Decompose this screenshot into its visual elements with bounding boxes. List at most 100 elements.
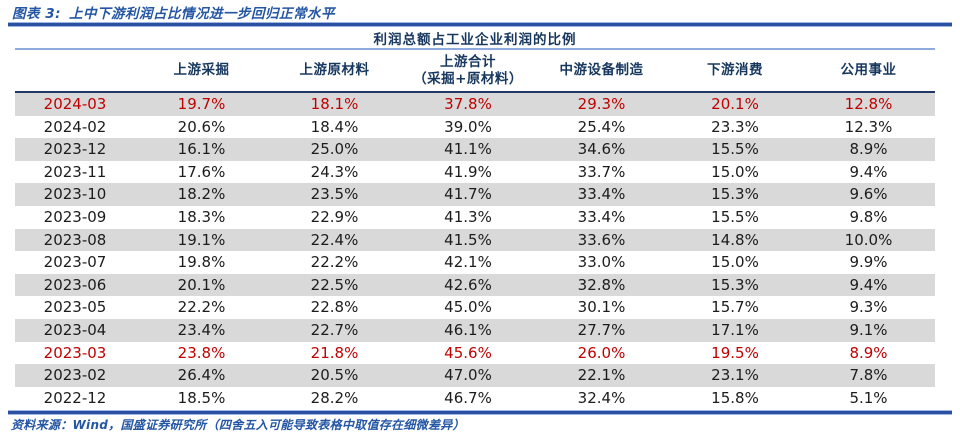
value-cell: 24.3%: [310, 162, 359, 181]
value-cell: 23.1%: [668, 364, 802, 387]
value-cell: 9.6%: [802, 183, 935, 206]
value-cell: 25.4%: [577, 117, 626, 136]
value-cell: 12.8%: [802, 92, 935, 116]
value-cell: 28.2%: [310, 388, 359, 407]
column-header-sublabel: （采掘+原材料）: [413, 70, 523, 87]
value-cell: 32.8%: [535, 273, 668, 297]
top-rule: [8, 23, 952, 26]
value-cell: 42.1%: [444, 253, 492, 272]
value-cell: 18.2%: [135, 183, 268, 206]
value-cell: 19.5%: [711, 343, 759, 362]
table-row: 2023-02 26.4% 20.5% 47.0% 22.1% 23.1% 7.8%: [15, 364, 935, 387]
value-cell: 23.4%: [135, 318, 268, 342]
figure-tag: 图表 3:: [12, 6, 61, 22]
column-header-upstream-mining: 上游采掘: [135, 49, 268, 93]
value-cell: 23.5%: [268, 183, 401, 206]
date-cell: 2023-09: [43, 207, 107, 226]
value-cell: 41.9%: [444, 162, 492, 181]
value-cell: 17.1%: [668, 318, 802, 342]
value-cell: 9.3%: [849, 298, 888, 317]
value-cell: 45.0%: [444, 298, 492, 317]
value-cell: 46.1%: [401, 318, 535, 342]
value-cell: 20.1%: [668, 92, 802, 116]
table-row: 2023-08 19.1% 22.4% 41.5% 33.6% 14.8% 10.0%: [15, 228, 935, 252]
figure-title-text: 上中下游利润占比情况进一步回归正常水平: [69, 6, 335, 22]
value-cell: 41.7%: [401, 183, 535, 206]
date-cell: 2023-05: [43, 298, 107, 317]
value-cell: 42.6%: [401, 273, 535, 297]
value-cell: 19.8%: [177, 253, 226, 272]
table-body: 2024-03 19.7% 18.1% 37.8% 29.3% 20.1% 12.8% 202…: [15, 92, 935, 409]
value-cell: 37.8%: [401, 92, 535, 116]
column-header-row: 上游采掘 上游原材料 上游合计 （采掘+原材料） 中游设备制造 下游消费 公用事…: [15, 49, 935, 93]
column-header-label: 上游采掘: [173, 62, 230, 79]
date-cell: 2023-04: [15, 318, 135, 342]
value-cell: 15.7%: [711, 298, 759, 317]
span-header-row: 利润总额占工业企业利润的比例: [15, 28, 935, 50]
value-cell: 9.8%: [849, 207, 888, 226]
value-cell: 39.0%: [444, 117, 492, 136]
value-cell: 19.7%: [135, 92, 268, 116]
column-header-upstream-total: 上游合计 （采掘+原材料）: [401, 49, 535, 93]
column-header-midstream-equipment: 中游设备制造: [535, 49, 668, 93]
value-cell: 29.3%: [535, 92, 668, 116]
value-cell: 15.0%: [711, 162, 759, 181]
value-cell: 12.3%: [844, 117, 893, 136]
source-note: 资料来源：Wind，国盛证券研究所（四舍五入可能导致表格中取值存在细微差异）: [11, 418, 465, 432]
value-cell: 30.1%: [577, 298, 626, 317]
value-cell: 10.0%: [802, 228, 935, 252]
value-cell: 15.0%: [711, 253, 759, 272]
value-cell: 22.5%: [268, 273, 401, 297]
column-header-label: 中游设备制造: [559, 62, 644, 79]
value-cell: 18.5%: [177, 388, 226, 407]
value-cell: 14.8%: [668, 228, 802, 252]
value-cell: 9.9%: [849, 253, 888, 272]
value-cell: 18.3%: [177, 207, 226, 226]
value-cell: 22.9%: [310, 207, 359, 226]
value-cell: 41.3%: [444, 207, 492, 226]
table-row: 2023-03 23.8% 21.8% 45.6% 26.0% 19.5% 8.9%: [15, 342, 935, 365]
value-cell: 25.0%: [268, 138, 401, 161]
profit-share-table: 利润总额占工业企业利润的比例 上游采掘 上游原材料 上游合计 （采掘+原材料） …: [15, 28, 935, 409]
value-cell: 21.8%: [310, 343, 359, 362]
value-cell: 17.6%: [177, 162, 226, 181]
date-cell: 2022-12: [43, 388, 107, 407]
date-cell: 2023-11: [43, 162, 107, 181]
value-cell: 46.7%: [444, 388, 492, 407]
value-cell: 9.4%: [802, 273, 935, 297]
column-header-label: 下游消费: [707, 62, 763, 79]
value-cell: 33.4%: [577, 207, 626, 226]
value-cell: 22.1%: [535, 364, 668, 387]
value-cell: 33.6%: [535, 228, 668, 252]
value-cell: 47.0%: [401, 364, 535, 387]
date-cell: 2023-02: [15, 364, 135, 387]
value-cell: 33.4%: [535, 183, 668, 206]
value-cell: 32.4%: [577, 388, 626, 407]
date-cell: 2023-10: [15, 183, 135, 206]
date-cell: 2023-06: [15, 273, 135, 297]
value-cell: 34.6%: [535, 138, 668, 161]
value-cell: 19.1%: [135, 228, 268, 252]
value-cell: 33.7%: [577, 162, 626, 181]
table-caption: 利润总额占工业企业利润的比例: [15, 28, 935, 50]
value-cell: 5.1%: [849, 388, 888, 407]
value-cell: 20.6%: [177, 117, 226, 136]
value-cell: 41.5%: [401, 228, 535, 252]
date-cell: 2024-03: [15, 92, 135, 116]
column-header-downstream-consumption: 下游消费: [668, 49, 802, 93]
value-cell: 8.9%: [802, 138, 935, 161]
value-cell: 23.8%: [177, 343, 226, 362]
table-row: 2024-02 20.6% 18.4% 39.0% 25.4% 23.3% 12.3%: [15, 116, 935, 139]
table-row: 2023-05 22.2% 22.8% 45.0% 30.1% 15.7% 9.3%: [15, 296, 935, 319]
value-cell: 33.0%: [577, 253, 626, 272]
value-cell: 23.3%: [711, 117, 759, 136]
value-cell: 22.2%: [310, 253, 359, 272]
value-cell: 45.6%: [444, 343, 492, 362]
value-cell: 16.1%: [135, 138, 268, 161]
date-cell: 2023-12: [15, 138, 135, 161]
table-row: 2022-12 18.5% 28.2% 46.7% 32.4% 15.8% 5.1%: [15, 387, 935, 410]
value-cell: 15.3%: [668, 183, 802, 206]
value-cell: 9.4%: [849, 162, 888, 181]
table-row: 2023-12 16.1% 25.0% 41.1% 34.6% 15.5% 8.9%: [15, 138, 935, 161]
table-row: 2023-11 17.6% 24.3% 41.9% 33.7% 15.0% 9.4%: [15, 161, 935, 184]
